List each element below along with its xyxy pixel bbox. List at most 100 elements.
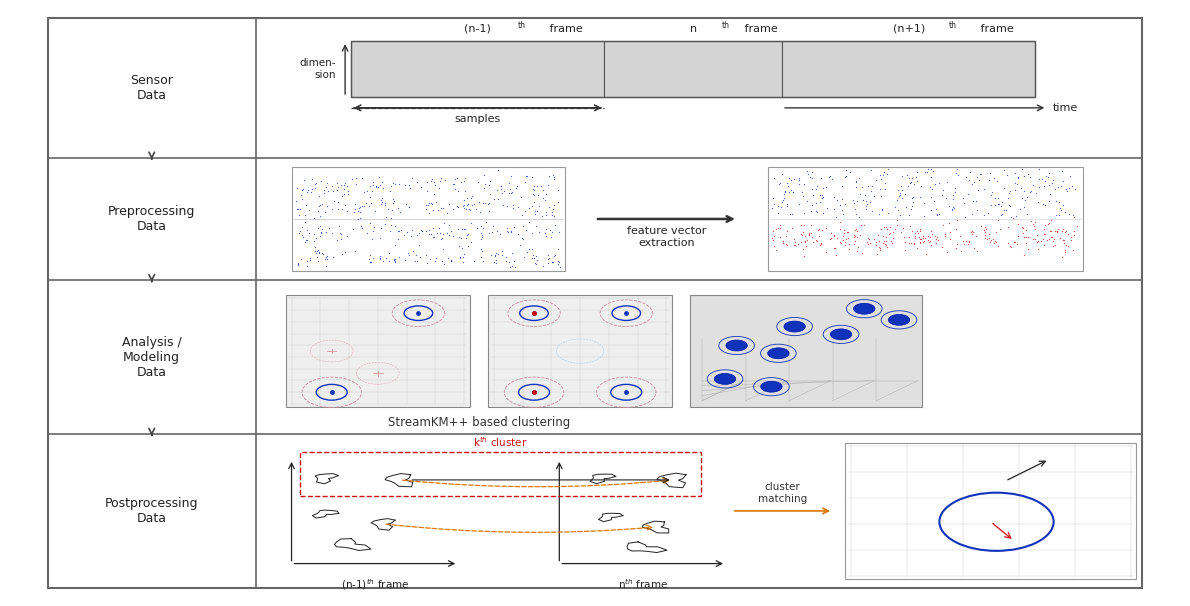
- Point: [539, 254, 558, 264]
- Point: [795, 237, 814, 247]
- Point: [497, 224, 516, 233]
- Point: [439, 230, 458, 240]
- Point: [793, 187, 812, 197]
- Point: [895, 238, 914, 247]
- Point: [922, 184, 941, 193]
- Point: [985, 199, 1004, 209]
- Point: [311, 231, 330, 241]
- Point: [308, 253, 327, 262]
- Point: [850, 173, 869, 183]
- Point: [873, 231, 892, 241]
- Point: [317, 254, 336, 264]
- Point: [812, 190, 831, 200]
- Point: [777, 239, 796, 248]
- Point: [1054, 239, 1073, 248]
- Point: [317, 182, 336, 191]
- Text: dimen-
sion: dimen- sion: [299, 58, 336, 80]
- Point: [522, 244, 541, 254]
- Point: [472, 247, 491, 256]
- Point: [940, 219, 959, 228]
- Point: [906, 233, 925, 242]
- Point: [287, 196, 306, 206]
- Point: [834, 228, 853, 238]
- Point: [1047, 227, 1066, 236]
- Point: [515, 178, 534, 187]
- Point: [438, 253, 457, 263]
- Point: [776, 185, 795, 195]
- Point: [900, 173, 919, 183]
- Point: [801, 172, 820, 182]
- Point: [476, 179, 495, 189]
- Point: [826, 243, 845, 253]
- Point: [835, 237, 854, 247]
- Point: [982, 190, 1001, 199]
- Point: [332, 191, 351, 201]
- Point: [411, 251, 430, 261]
- Point: [440, 220, 459, 230]
- Point: [361, 250, 380, 260]
- Point: [1058, 186, 1077, 196]
- Point: [983, 187, 1002, 197]
- Point: [431, 176, 450, 185]
- Point: [922, 172, 941, 182]
- Point: [544, 251, 563, 261]
- Point: [345, 247, 364, 256]
- Point: [395, 255, 414, 265]
- Point: [922, 225, 941, 235]
- Circle shape: [726, 340, 747, 351]
- Text: frame: frame: [546, 24, 583, 34]
- Text: th: th: [518, 21, 526, 30]
- Point: [453, 252, 472, 262]
- Point: [1002, 212, 1021, 222]
- Point: [847, 233, 866, 242]
- Point: [537, 207, 556, 216]
- Point: [922, 229, 941, 239]
- Point: [303, 175, 322, 184]
- Point: [833, 194, 852, 204]
- Point: [1015, 250, 1034, 259]
- Point: [979, 175, 998, 185]
- Point: [527, 255, 546, 265]
- Point: [1061, 233, 1081, 242]
- Point: [294, 233, 313, 242]
- Point: [782, 224, 801, 233]
- Point: [1067, 221, 1086, 231]
- Point: [508, 230, 527, 239]
- Point: [418, 177, 437, 187]
- Point: [383, 194, 402, 204]
- Point: [954, 198, 973, 208]
- Point: [888, 221, 907, 230]
- Point: [762, 203, 781, 213]
- Point: [1007, 211, 1026, 221]
- Point: [769, 223, 788, 233]
- Point: [484, 257, 503, 267]
- Point: [791, 229, 810, 239]
- Point: [480, 181, 499, 190]
- Point: [430, 183, 449, 193]
- Point: [424, 177, 443, 187]
- Bar: [286, 295, 470, 407]
- Point: [1031, 236, 1050, 246]
- Point: [478, 199, 497, 209]
- Point: [860, 238, 879, 248]
- Point: [939, 201, 958, 211]
- Point: [328, 204, 347, 214]
- Point: [882, 236, 901, 246]
- Point: [350, 213, 369, 223]
- Point: [807, 181, 826, 191]
- Point: [463, 200, 482, 210]
- Point: [981, 237, 1000, 247]
- Point: [388, 234, 407, 244]
- Point: [305, 242, 324, 251]
- Point: [1029, 182, 1048, 192]
- Point: [374, 256, 393, 266]
- Point: [916, 233, 935, 243]
- Point: [352, 173, 371, 183]
- Point: [1013, 228, 1032, 238]
- Point: [1010, 205, 1029, 215]
- Point: [981, 168, 1000, 178]
- Point: [991, 224, 1010, 234]
- Point: [338, 181, 357, 191]
- Point: [1038, 235, 1057, 245]
- Point: [514, 222, 533, 231]
